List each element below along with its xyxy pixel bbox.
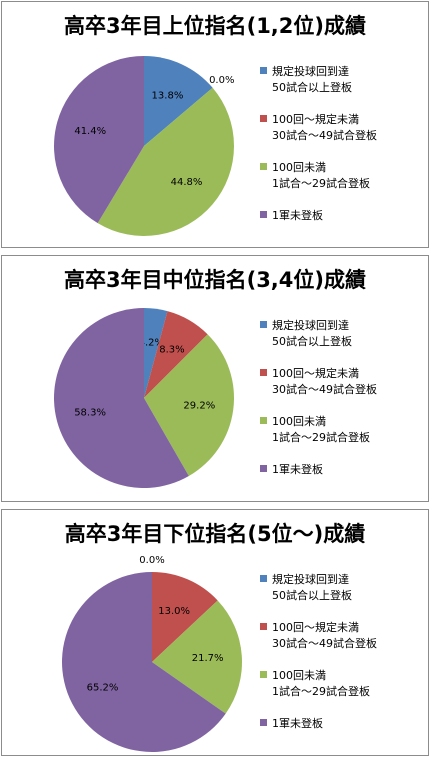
data-label: 29.2% xyxy=(183,400,215,411)
legend-label: 50試合以上登板 xyxy=(272,81,352,94)
legend-item: 100回～規定未満 30試合～49試合登板 xyxy=(260,112,428,160)
legend-label: 30試合～49試合登板 xyxy=(272,383,377,396)
legend-item: 1軍未登板 xyxy=(260,716,428,746)
legend-item: 100回未満 1試合～29試合登板 xyxy=(260,160,428,208)
legend-swatch xyxy=(260,417,267,424)
legend-label: 規定投球回到達 xyxy=(272,65,349,78)
chart-title: 高卒3年目中位指名(3,4位)成績 xyxy=(63,268,366,292)
legend-swatch xyxy=(260,671,267,678)
legend-item: 規定投球回到達 50試合以上登板 xyxy=(260,64,428,112)
legend-swatch xyxy=(260,719,267,726)
legend-label: 100回未満 xyxy=(272,669,326,682)
legend-swatch xyxy=(260,211,267,218)
legend-label: 規定投球回到達 xyxy=(272,573,349,586)
legend-swatch xyxy=(260,115,267,122)
legend-swatch xyxy=(260,163,267,170)
legend-swatch xyxy=(260,321,267,328)
pie-chart: 0.0% 13.0% 21.7% 65.2% xyxy=(62,555,243,752)
legend-label: 30試合～49試合登板 xyxy=(272,129,377,142)
data-label: 41.4% xyxy=(74,126,106,137)
legend-label: 50試合以上登板 xyxy=(272,335,352,348)
legend-label: 100回未満 xyxy=(272,161,326,174)
legend-label: 1試合～29試合登板 xyxy=(272,685,370,698)
pie-slice xyxy=(144,311,208,398)
legend-label: 1軍未登板 xyxy=(272,717,323,730)
data-label: 4.2% xyxy=(139,338,164,349)
legend-item: 100回～規定未満 30試合～49試合登板 xyxy=(260,366,428,414)
legend-swatch xyxy=(260,369,267,376)
legend-label: 50試合以上登板 xyxy=(272,589,352,602)
pie-slice xyxy=(62,572,226,752)
legend-item: 100回～規定未満 30試合～49試合登板 xyxy=(260,620,428,668)
data-label: 44.8% xyxy=(171,177,203,188)
legend: 規定投球回到達 50試合以上登板 100回～規定未満 30試合～49試合登板 100… xyxy=(260,64,428,238)
pie-slice xyxy=(144,308,168,398)
chart-panel-lower: 高卒3年目下位指名(5位～)成績 0.0% 13.0% 21.7% 65.2% 規定投… xyxy=(1,509,429,756)
legend-item: 規定投球回到達 50試合以上登板 xyxy=(260,318,428,366)
pie-slice xyxy=(53,308,189,488)
legend-label: 1軍未登板 xyxy=(272,463,323,476)
legend: 規定投球回到達 50試合以上登板 100回～規定未満 30試合～49試合登板 100… xyxy=(260,572,428,746)
pie-slice xyxy=(97,87,235,237)
data-label: 0.0% xyxy=(209,75,234,86)
legend-item: 100回未満 1試合～29試合登板 xyxy=(260,668,428,716)
legend-label: 1軍未登板 xyxy=(272,209,323,222)
pie-slice xyxy=(144,334,234,477)
chart-panel-upper: 高卒3年目上位指名(1,2位)成績 13.8% 0.0% 44.8% 41.4% 規定… xyxy=(1,1,429,248)
data-label: 8.3% xyxy=(159,345,184,356)
legend-swatch xyxy=(260,575,267,582)
pie-slice xyxy=(53,56,144,224)
legend-label: 1試合～29試合登板 xyxy=(272,177,370,190)
legend-label: 100回～規定未満 xyxy=(272,113,359,126)
chart-panel-middle: 高卒3年目中位指名(3,4位)成績 4.2% 8.3% 29.2% 58.3% 規定投… xyxy=(1,255,429,502)
legend-swatch xyxy=(260,67,267,74)
legend-label: 1試合～29試合登板 xyxy=(272,431,370,444)
data-label: 13.8% xyxy=(152,90,184,101)
legend-label: 規定投球回到達 xyxy=(272,319,349,332)
legend-swatch xyxy=(260,623,267,630)
pie-slice xyxy=(152,600,243,714)
legend: 規定投球回到達 50試合以上登板 100回～規定未満 30試合～49試合登板 100… xyxy=(260,318,428,492)
pie-slice xyxy=(144,56,213,146)
legend-item: 100回未満 1試合～29試合登板 xyxy=(260,414,428,462)
data-label: 0.0% xyxy=(139,555,164,566)
data-label: 58.3% xyxy=(74,407,106,418)
data-label: 21.7% xyxy=(192,653,224,664)
chart-title: 高卒3年目上位指名(1,2位)成績 xyxy=(63,14,366,38)
legend-item: 規定投球回到達 50試合以上登板 xyxy=(260,572,428,620)
legend-item: 1軍未登板 xyxy=(260,462,428,492)
legend-label: 30試合～49試合登板 xyxy=(272,637,377,650)
legend-label: 100回～規定未満 xyxy=(272,621,359,634)
data-label: 65.2% xyxy=(87,683,119,694)
pie-chart: 4.2%8.3% 29.2% 58.3% xyxy=(53,308,234,488)
chart-title: 高卒3年目下位指名(5位～)成績 xyxy=(64,522,366,546)
legend-label: 100回未満 xyxy=(272,415,326,428)
data-label: 13.0% xyxy=(158,606,190,617)
legend-label: 100回～規定未満 xyxy=(272,367,359,380)
pie-chart: 13.8% 0.0% 44.8% 41.4% xyxy=(53,56,235,237)
legend-item: 1軍未登板 xyxy=(260,208,428,238)
pie-slice xyxy=(152,572,218,662)
legend-swatch xyxy=(260,465,267,472)
